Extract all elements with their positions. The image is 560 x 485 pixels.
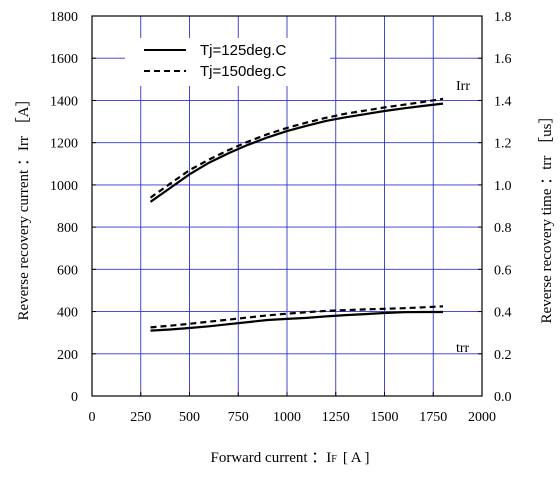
x-axis-title: Forward current ：IF [ A ] xyxy=(210,450,369,466)
legend-label: Tj=150deg.C xyxy=(200,63,286,80)
series-line-trr-dashed xyxy=(150,305,444,329)
y-right-tick-label: 0.8 xyxy=(494,221,512,236)
x-tick-label: 1000 xyxy=(273,410,301,425)
y-left-tick-label: 400 xyxy=(57,306,78,321)
x-tick-label: 1250 xyxy=(322,410,350,425)
x-axis-title-unit: [ A ] xyxy=(343,450,370,466)
series-label-irr: Irr xyxy=(456,79,470,94)
y-right-tick-label: 1.2 xyxy=(494,137,512,152)
y-left-tick-label: 1800 xyxy=(50,10,78,25)
x-tick-label: 750 xyxy=(228,410,249,425)
y-left-tick-label: 800 xyxy=(57,221,78,236)
series-lines xyxy=(149,97,444,332)
y-right-tick-label: 0.6 xyxy=(494,263,512,278)
y-right-tick-label: 0.4 xyxy=(494,306,512,321)
series-line-trr-solid xyxy=(150,310,443,332)
legend-background xyxy=(125,38,330,86)
x-tick-label: 250 xyxy=(130,410,151,425)
y-right-tick-label: 0.2 xyxy=(494,348,512,363)
x-tick-label: 0 xyxy=(89,410,96,425)
y-right-tick-label: 1.4 xyxy=(494,94,512,109)
y-right-tick-label: 1.6 xyxy=(494,52,512,67)
x-axis-title-main: Forward current ：I xyxy=(210,450,331,466)
y-right-tick-label: 0.0 xyxy=(494,390,512,405)
tick-marks xyxy=(91,15,483,397)
y-left-tick-label: 200 xyxy=(57,348,78,363)
x-tick-label: 1750 xyxy=(419,410,447,425)
series-label-trr: trr xyxy=(456,341,470,356)
y-right-tick-label: 1.8 xyxy=(494,10,512,25)
y-left-tick-label: 0 xyxy=(71,390,78,405)
series-line-irr-dashed xyxy=(149,97,444,199)
y-left-tick-label: 600 xyxy=(57,263,78,278)
y-left-tick-label: 1400 xyxy=(50,94,78,109)
series-line-irr-solid xyxy=(149,102,444,203)
grid-lines xyxy=(92,16,482,396)
x-axis-title-subscript: F xyxy=(331,454,337,465)
y-left-tick-label: 1600 xyxy=(50,52,78,67)
x-tick-label: 500 xyxy=(179,410,200,425)
legend-label: Tj=125deg.C xyxy=(200,42,286,59)
x-tick-label: 1500 xyxy=(371,410,399,425)
y-right-tick-label: 1.0 xyxy=(494,179,512,194)
y-left-tick-label: 1200 xyxy=(50,137,78,152)
y-right-axis-title: Reverse recovery time ：trr ［us］ xyxy=(538,109,555,324)
legend: Tj=125deg.C Tj=150deg.C xyxy=(125,38,330,86)
y-left-axis-title: Reverse recovery current ：Irr ［A］ xyxy=(15,91,32,320)
x-tick-label: 2000 xyxy=(468,410,496,425)
y-left-tick-label: 1000 xyxy=(50,179,78,194)
